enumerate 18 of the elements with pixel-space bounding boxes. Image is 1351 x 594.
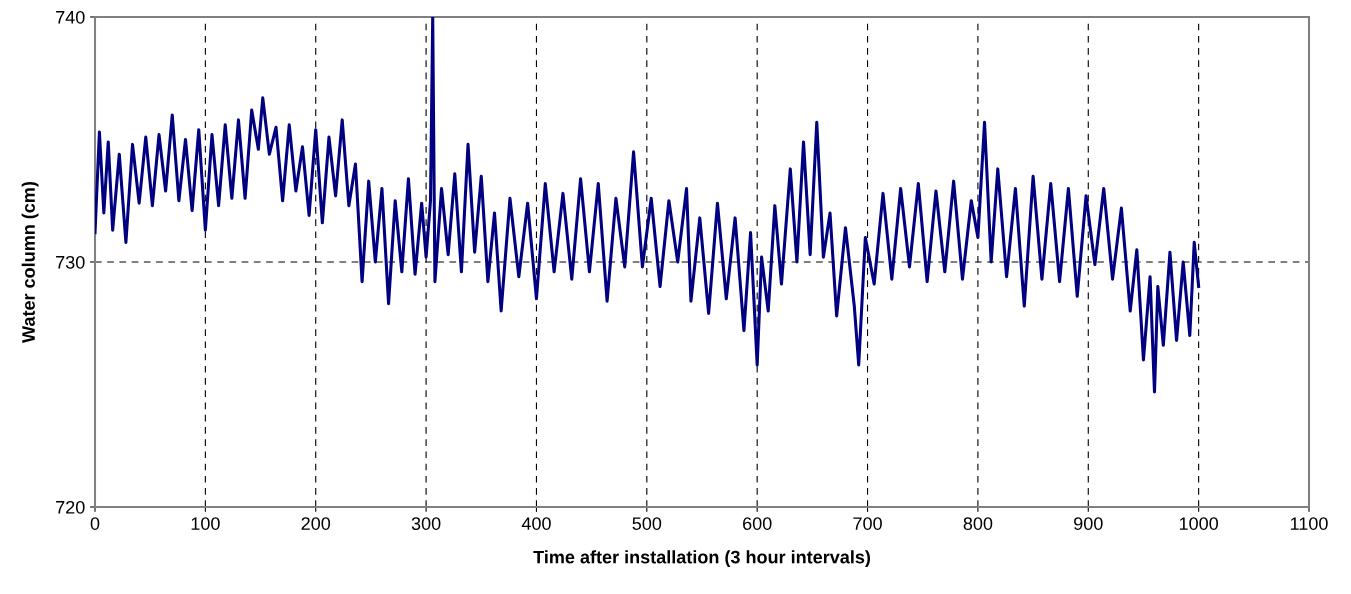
line-series xyxy=(95,17,1201,394)
y-axis-title: Water column (cm) xyxy=(21,181,39,343)
x-tick-label: 0 xyxy=(90,517,100,530)
x-tick-label: 1000 xyxy=(1179,517,1219,530)
x-tick-label: 800 xyxy=(963,517,993,530)
x-tick-label: 500 xyxy=(632,517,662,530)
y-tick-label: 730 xyxy=(56,255,85,269)
x-tick-label: 900 xyxy=(1074,517,1103,530)
x-tick-label: 100 xyxy=(191,517,220,530)
x-tick-label: 300 xyxy=(411,517,441,530)
x-tick-label: 700 xyxy=(853,517,882,530)
x-tick-label: 600 xyxy=(743,517,772,530)
x-tick-label: 400 xyxy=(521,517,551,530)
x-axis-title: Time after installation (3 hour intervals) xyxy=(533,550,871,568)
x-tick-label: 200 xyxy=(301,517,331,530)
y-tick-label: 720 xyxy=(56,500,85,514)
y-tick-label: 740 xyxy=(56,10,85,24)
x-tick-label: 1100 xyxy=(1290,517,1328,530)
